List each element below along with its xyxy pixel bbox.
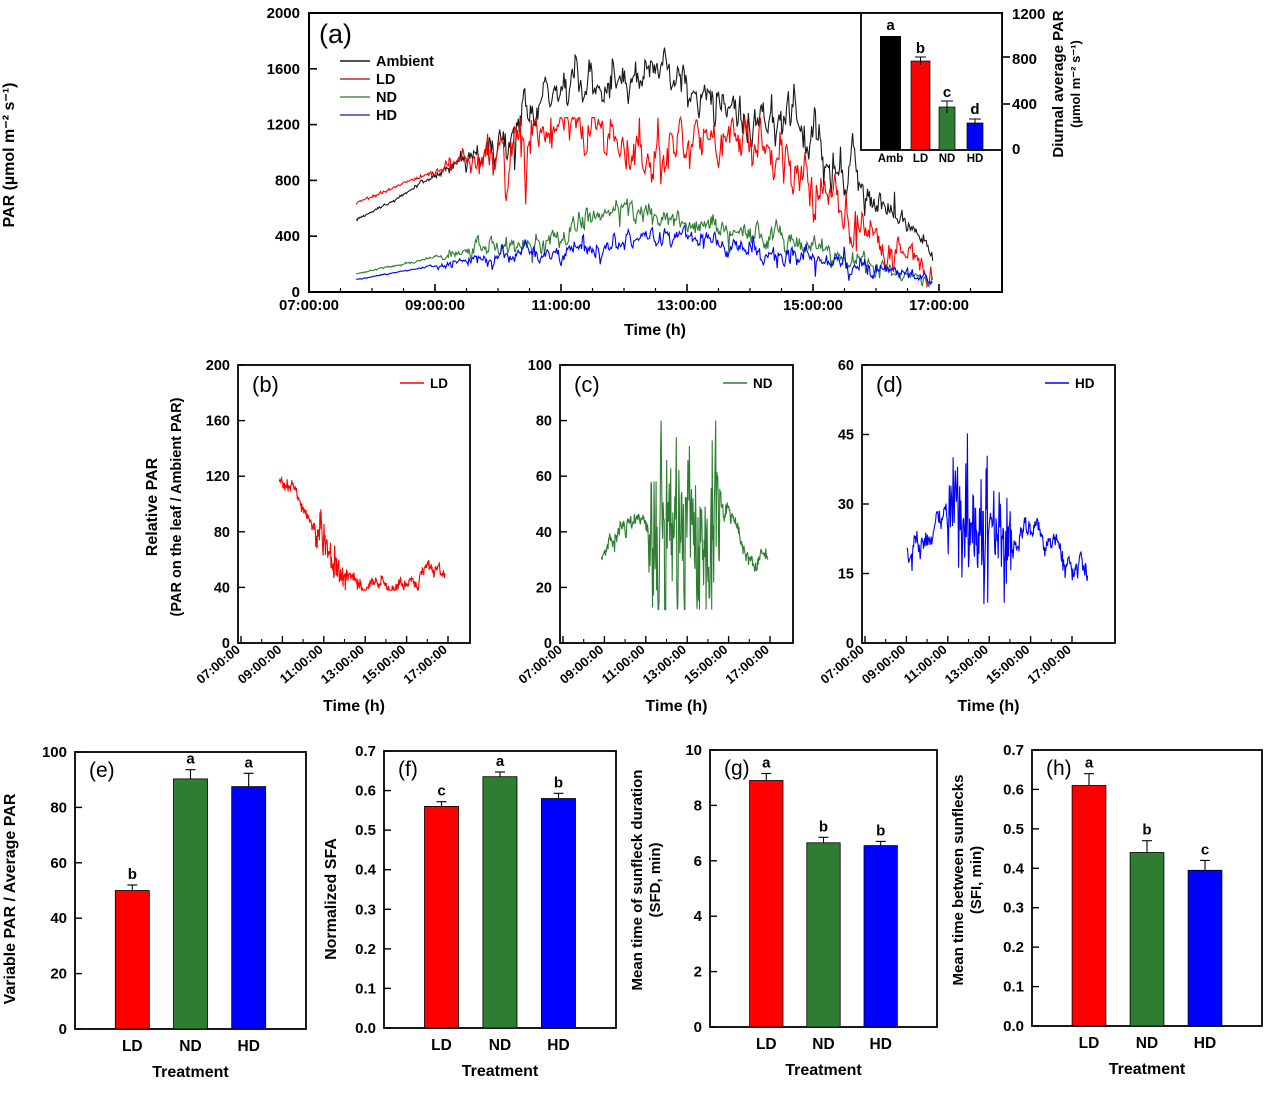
svg-text:0.1: 0.1 [1003,979,1024,996]
svg-text:20: 20 [50,966,67,983]
svg-text:(h): (h) [1046,757,1072,780]
svg-text:b: b [1142,822,1151,839]
svg-text:8: 8 [694,797,702,814]
svg-text:(SFD, min): (SFD, min) [647,843,664,918]
svg-text:4: 4 [694,908,703,925]
svg-text:b: b [554,774,563,791]
svg-text:0: 0 [59,1021,67,1038]
svg-text:60: 60 [50,855,67,872]
svg-text:ND: ND [489,1037,511,1054]
svg-text:40: 40 [50,910,67,927]
svg-text:LD: LD [1079,1035,1100,1052]
svg-text:0.1: 0.1 [355,980,376,997]
svg-text:0: 0 [694,1019,702,1036]
svg-text:ND: ND [1136,1035,1158,1052]
svg-text:0.0: 0.0 [355,1020,376,1037]
svg-text:0.6: 0.6 [355,783,376,800]
svg-text:a: a [1085,755,1094,772]
svg-text:Variable PAR / Average PAR: Variable PAR / Average PAR [2,793,19,1004]
svg-text:(f): (f) [398,758,418,781]
svg-text:a: a [496,753,505,770]
svg-text:c: c [1201,841,1209,858]
svg-text:a: a [245,754,254,771]
svg-text:a: a [186,751,195,768]
svg-text:b: b [128,866,137,883]
svg-text:b: b [819,818,828,835]
svg-text:(e): (e) [89,759,115,782]
svg-text:0.3: 0.3 [1003,900,1024,917]
svg-text:(g): (g) [724,757,750,780]
svg-text:HD: HD [870,1036,892,1053]
svg-text:0.0: 0.0 [1003,1018,1024,1035]
svg-text:a: a [762,755,771,772]
svg-text:Treatment: Treatment [1109,1061,1186,1078]
svg-text:0.3: 0.3 [355,901,376,918]
svg-text:b: b [876,822,885,839]
svg-text:0.4: 0.4 [355,862,377,879]
svg-text:100: 100 [42,744,67,761]
svg-text:Mean time of sunfleck duration: Mean time of sunfleck duration [629,770,646,991]
svg-text:6: 6 [694,853,702,870]
svg-text:ND: ND [179,1038,201,1055]
svg-text:c: c [437,783,445,800]
svg-text:80: 80 [50,799,67,816]
svg-text:0.5: 0.5 [1003,821,1024,838]
svg-text:Treatment: Treatment [152,1064,229,1081]
svg-text:Treatment: Treatment [785,1062,862,1079]
svg-text:Treatment: Treatment [462,1063,539,1080]
svg-text:HD: HD [238,1038,260,1055]
svg-text:0.7: 0.7 [1003,742,1024,759]
svg-text:0.6: 0.6 [1003,781,1024,798]
svg-text:(SFI, min): (SFI, min) [968,846,985,914]
svg-text:0.5: 0.5 [355,822,376,839]
svg-text:Normalized SFA: Normalized SFA [323,838,340,960]
svg-text:LD: LD [122,1038,143,1055]
svg-text:ND: ND [812,1036,834,1053]
svg-text:LD: LD [431,1037,452,1054]
svg-text:0.2: 0.2 [355,941,376,958]
svg-text:10: 10 [685,742,702,759]
svg-text:0.2: 0.2 [1003,939,1024,956]
svg-text:0.7: 0.7 [355,743,376,760]
svg-text:Mean time between sunflecks: Mean time between sunflecks [950,775,967,986]
svg-text:0.4: 0.4 [1003,860,1025,877]
svg-text:2: 2 [694,964,702,981]
svg-text:HD: HD [547,1037,569,1054]
svg-text:HD: HD [1194,1035,1216,1052]
svg-text:LD: LD [756,1036,777,1053]
